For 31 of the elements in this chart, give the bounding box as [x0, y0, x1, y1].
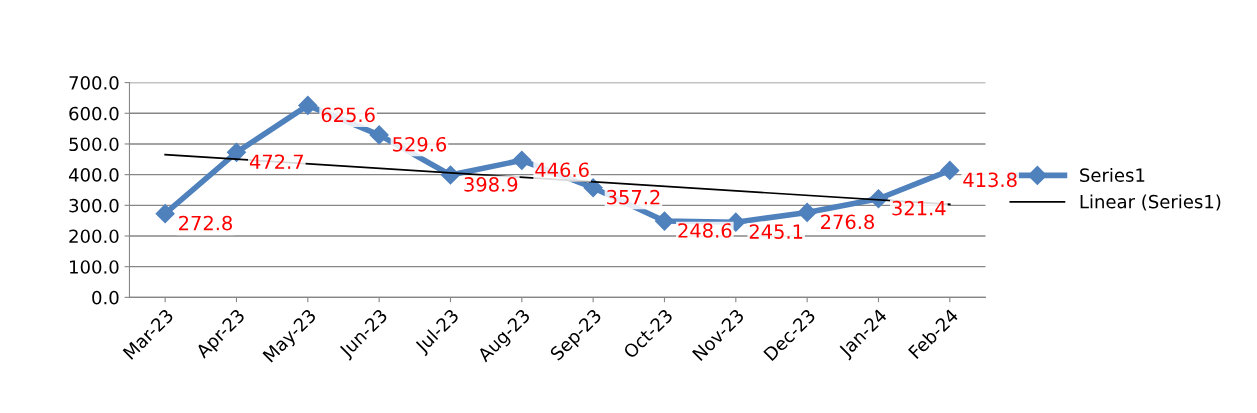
- point: [369, 125, 389, 145]
- point: [298, 95, 318, 115]
- legend-label: Linear (Series1): [1080, 194, 1221, 211]
- y-tick-label: 700.0: [69, 76, 119, 90]
- data-label: 245.1: [749, 224, 803, 239]
- data-label: 248.6: [678, 223, 732, 238]
- data-label: 321.4: [892, 200, 946, 216]
- legend-label: Series1: [1080, 167, 1145, 182]
- data-label: 446.6: [535, 162, 589, 178]
- data-label: 276.8: [821, 214, 874, 230]
- data-label: 625.6: [321, 107, 375, 123]
- y-tick-label: 300.0: [69, 198, 119, 213]
- data-label: 398.9: [464, 177, 518, 192]
- y-tick-label: 100.0: [70, 260, 119, 274]
- point: [155, 204, 175, 224]
- data-label: 472.7: [249, 154, 303, 169]
- point: [654, 211, 675, 231]
- y-tick-label: 0.0: [92, 290, 119, 305]
- point: [583, 178, 603, 198]
- point: [512, 150, 532, 170]
- point: [940, 160, 960, 180]
- point: [226, 142, 247, 162]
- y-tick-label: 600.0: [69, 106, 119, 121]
- y-tick-label: 500.0: [69, 137, 119, 152]
- point: [797, 202, 817, 222]
- y-tick-label: 400.0: [68, 168, 119, 182]
- data-label: 413.8: [963, 172, 1017, 188]
- data-label: 357.2: [607, 189, 660, 205]
- data-label: 272.8: [179, 215, 232, 231]
- y-tick-label: 200.0: [69, 229, 119, 244]
- data-label: 529.6: [393, 136, 447, 152]
